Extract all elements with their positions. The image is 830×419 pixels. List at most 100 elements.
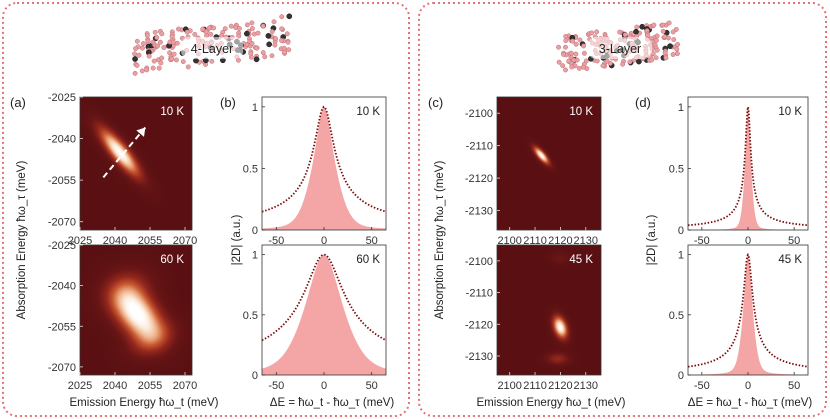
atom — [654, 33, 660, 39]
atom — [139, 68, 145, 74]
b_top-trace-panel: 0 0.5 1 -50 0 50 10 K — [243, 96, 387, 247]
xtick-label: 2100 — [497, 380, 521, 392]
atom — [159, 55, 165, 61]
atom — [173, 57, 179, 63]
atom — [249, 20, 255, 26]
xtick-label: -50 — [694, 235, 710, 247]
atom — [279, 14, 285, 20]
ytick-label: 0 — [252, 370, 258, 382]
temperature-label: 10 K — [778, 106, 802, 118]
atom — [171, 51, 177, 57]
atom — [662, 34, 668, 40]
atom — [675, 41, 681, 47]
atom — [180, 59, 186, 65]
xtick-label: 0 — [321, 235, 327, 247]
atom — [262, 54, 268, 60]
atom — [563, 44, 568, 50]
ytick-label: -2130 — [465, 206, 493, 218]
atom — [576, 65, 582, 71]
atom — [244, 30, 250, 37]
temperature-label: 60 K — [160, 254, 184, 266]
ytick-label: 0 — [252, 225, 258, 237]
atom — [156, 65, 162, 71]
atom — [671, 37, 677, 42]
ytick-label: -2025 — [48, 92, 76, 104]
atom — [154, 35, 160, 40]
atom — [654, 47, 660, 53]
atom — [167, 50, 173, 56]
panel-label-c: (c) — [428, 95, 443, 110]
atom — [134, 62, 140, 68]
atom — [622, 32, 628, 38]
atom — [211, 25, 217, 31]
atom — [152, 29, 158, 35]
atom — [161, 45, 167, 51]
atom — [228, 23, 234, 29]
atom — [607, 60, 613, 66]
atom — [255, 30, 261, 36]
map-c-xlabel: Emission Energy ħω_t (meV) — [477, 397, 626, 409]
atom — [573, 51, 579, 57]
ytick-label: -2100 — [465, 108, 493, 120]
trace-b-ylabel: |2D| (a.u.) — [231, 214, 243, 265]
atom — [279, 38, 285, 43]
atom — [674, 46, 680, 52]
atom — [185, 64, 191, 70]
atom — [248, 51, 254, 57]
atom — [663, 55, 669, 61]
ytick-label: -2025 — [48, 240, 76, 252]
temperature-label: 60 K — [356, 254, 380, 266]
atom — [192, 31, 198, 37]
atom — [269, 29, 275, 35]
data-area — [262, 254, 386, 375]
d_top-trace-panel: 0 0.5 1 -50 0 50 10 K — [669, 96, 809, 247]
xtick-label: 2130 — [574, 235, 598, 247]
structure-4-layer: 4-Layer — [132, 13, 293, 76]
atom — [269, 53, 275, 59]
xtick-label: 2055 — [138, 380, 162, 392]
atom — [649, 57, 655, 63]
ytick-label: -2110 — [466, 288, 493, 300]
ytick-label: 0 — [678, 370, 684, 382]
xtick-label: 2120 — [548, 235, 572, 247]
atom — [620, 61, 626, 67]
xtick-label: 2130 — [574, 380, 598, 392]
data-area — [262, 106, 386, 230]
ytick-label: 0 — [678, 225, 684, 237]
xtick-label: 2110 — [523, 380, 547, 392]
xtick-label: 2025 — [68, 380, 92, 392]
atom — [285, 39, 291, 45]
map-a-xlabel: Emission Energy ħω_t (meV) — [70, 397, 219, 409]
atom — [560, 63, 566, 69]
atom — [660, 28, 666, 34]
atom — [254, 45, 260, 51]
temperature-label: 45 K — [778, 254, 802, 266]
atom — [184, 29, 190, 35]
c_top-frame — [496, 96, 602, 231]
structure-label: 3-Layer — [599, 42, 641, 56]
xtick-label: 50 — [366, 380, 378, 392]
atom — [639, 23, 646, 30]
map-c-ylabel: Absorption Energy ħω_τ (meV) — [434, 161, 446, 320]
atom — [132, 56, 138, 62]
atom — [563, 34, 569, 39]
atom — [169, 33, 175, 39]
atom — [151, 58, 157, 64]
atom — [146, 53, 152, 59]
atom — [140, 45, 145, 51]
atom — [581, 43, 587, 49]
ytick-label: -2130 — [465, 351, 493, 363]
xtick-label: 0 — [745, 235, 751, 247]
xtick-label: 2055 — [138, 235, 162, 247]
c_bot-frame — [496, 244, 602, 376]
temperature-label: 10 K — [160, 106, 184, 118]
atom — [580, 64, 586, 70]
atom — [249, 41, 255, 46]
atom — [589, 30, 595, 36]
a_top-frame — [79, 96, 193, 231]
atom — [273, 36, 278, 42]
atom — [662, 50, 668, 56]
atom — [169, 56, 175, 62]
data-area — [688, 254, 808, 375]
atom — [236, 26, 242, 31]
